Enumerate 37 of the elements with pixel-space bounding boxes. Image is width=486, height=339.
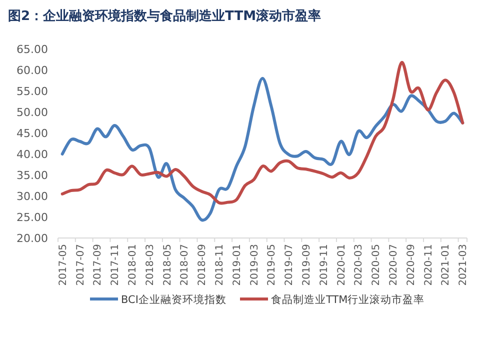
y-tick-label: 50.00 (16, 106, 48, 119)
x-tick-label: 2019-09 (302, 244, 313, 286)
y-tick-label: 30.00 (16, 190, 48, 203)
y-tick-label: 65.00 (16, 43, 48, 56)
y-tick-label: 45.00 (16, 127, 48, 140)
x-tick-label: 2017-05 (58, 244, 69, 286)
x-tick-label: 2018-11 (214, 244, 226, 286)
x-tick-label: 2021-03 (458, 244, 470, 286)
x-tick-label: 2019-03 (249, 244, 260, 286)
x-tick-label: 2020-09 (406, 244, 417, 286)
x-tick-label: 2019-01 (232, 244, 243, 286)
y-tick-label: 60.00 (16, 64, 48, 77)
x-tick-label: 2018-05 (162, 244, 174, 286)
x-tick-label: 2019-11 (318, 244, 330, 286)
x-tick-label: 2018-07 (180, 244, 191, 286)
y-tick-label: 55.00 (16, 85, 48, 98)
x-tick-label: 2018-01 (127, 244, 138, 286)
x-tick-label: 2019-05 (266, 244, 278, 286)
x-tick-label: 2017-07 (75, 244, 86, 286)
x-tick-label: 2020-07 (388, 244, 400, 286)
title: 图2：企业融资环境指数与食品制造业TTM滚动市盈率 (8, 9, 322, 24)
y-tick-label: 20.00 (16, 232, 48, 245)
x-tick-label: 2017-09 (92, 244, 104, 286)
legend-label: BCI企业融资环境指数 (121, 293, 226, 306)
x-tick-label: 2017-11 (110, 244, 122, 286)
x-tick-label: 2018-03 (144, 244, 156, 286)
y-tick-label: 25.00 (16, 211, 48, 224)
x-tick-label: 2019-07 (284, 244, 296, 286)
legend-label: 食品制造业TTM行业滚动市盈率 (271, 293, 425, 306)
x-tick-label: 2020-05 (371, 244, 382, 286)
x-tick-label: 2021-01 (440, 244, 452, 286)
x-tick-label: 2020-03 (354, 244, 365, 286)
y-tick-label: 35.00 (16, 169, 48, 182)
x-tick-label: 2020-01 (336, 244, 348, 286)
y-tick-label: 40.00 (16, 148, 48, 161)
x-tick-label: 2020-11 (423, 244, 434, 286)
x-tick-label: 2018-09 (197, 244, 208, 286)
